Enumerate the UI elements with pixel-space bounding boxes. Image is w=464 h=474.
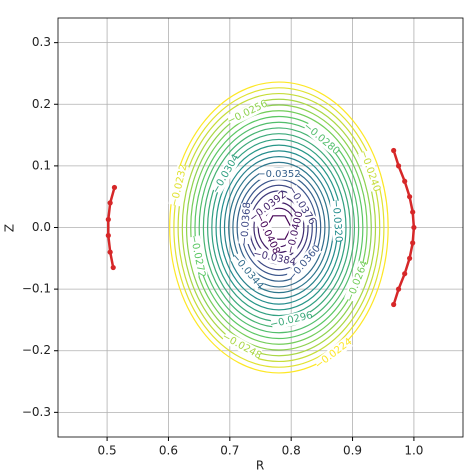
- contour-label-bg: [187, 235, 208, 277]
- coil-point: [107, 200, 113, 206]
- y-tick-label: 0.3: [32, 35, 51, 49]
- contour-label-group: −0.0320: [330, 199, 345, 243]
- y-tick-label: −0.1: [22, 282, 51, 296]
- y-tick-label: 0.1: [32, 158, 51, 172]
- coil-point: [395, 163, 402, 169]
- contour-label-bg: [221, 331, 263, 361]
- coil-point: [105, 216, 111, 223]
- contour-label-bg: [248, 189, 288, 224]
- contour-label-bg: [254, 213, 282, 255]
- contour-label-bg: [344, 260, 371, 303]
- contour: [169, 81, 389, 374]
- coil-point: [107, 249, 113, 255]
- contour-label-bg: [329, 200, 345, 242]
- contour: [181, 98, 377, 357]
- x-tick-label: 0.9: [343, 444, 362, 458]
- y-tick-label: −0.2: [22, 343, 51, 357]
- contour-label-bg: [230, 252, 266, 291]
- contour-label-bg: [286, 243, 322, 283]
- contour-label-bg: [168, 164, 190, 207]
- x-tick-label: 0.5: [98, 444, 117, 458]
- coil-point: [391, 301, 397, 308]
- coil-point: [402, 178, 408, 184]
- contour-label-bg: [313, 336, 354, 371]
- contour-label-bg: [253, 247, 296, 268]
- coil-point: [410, 240, 416, 246]
- contour: [190, 110, 368, 345]
- contour-label-bg: [210, 153, 241, 195]
- contour-label-bg: [358, 150, 383, 192]
- contour: [211, 138, 347, 317]
- coil-point: [111, 184, 118, 191]
- y-tick-label: 0.2: [32, 97, 51, 111]
- contour: [185, 104, 372, 351]
- x-tick-label: 0.8: [282, 444, 301, 458]
- coil-point: [395, 286, 402, 292]
- x-tick-label: 0.7: [220, 444, 239, 458]
- contour: [177, 92, 381, 363]
- contour-label-bg: [302, 121, 341, 157]
- x-tick-label: 0.6: [159, 444, 178, 458]
- contour-label: −0.0352: [257, 169, 300, 180]
- contour-label-bg: [286, 185, 318, 226]
- contour-label-bg: [270, 309, 313, 331]
- contour: [198, 121, 360, 334]
- contour: [173, 87, 385, 368]
- contour-label: −0.0320: [330, 199, 344, 243]
- axes: 0.5 0.6 0.7 0.8 0.9 1.0 −0.3 −0.2 −0.1 0.0 0.1 0.2 0…: [22, 35, 424, 457]
- coil-point: [391, 147, 397, 154]
- coil-point: [402, 271, 408, 277]
- coil-point: [105, 232, 111, 239]
- coil-point: [407, 194, 413, 200]
- x-tick-label: 1.0: [404, 444, 423, 458]
- coil-point: [110, 264, 116, 271]
- contour-label-group: −0.0352: [257, 167, 301, 180]
- contour-label-bg: [226, 98, 268, 127]
- contour: [194, 115, 364, 340]
- coils: [105, 147, 417, 308]
- x-axis-label: R: [256, 459, 264, 473]
- coil-point: [410, 209, 416, 215]
- y-axis-label: Z: [3, 224, 17, 232]
- y-tick-label: 0.0: [32, 220, 51, 234]
- coil-point: [407, 255, 413, 261]
- contour: [228, 161, 330, 294]
- y-tick-label: −0.3: [22, 405, 51, 419]
- coil-point: [411, 224, 417, 231]
- contour-label-bg: [258, 167, 299, 180]
- contour-label-bg: [284, 211, 306, 254]
